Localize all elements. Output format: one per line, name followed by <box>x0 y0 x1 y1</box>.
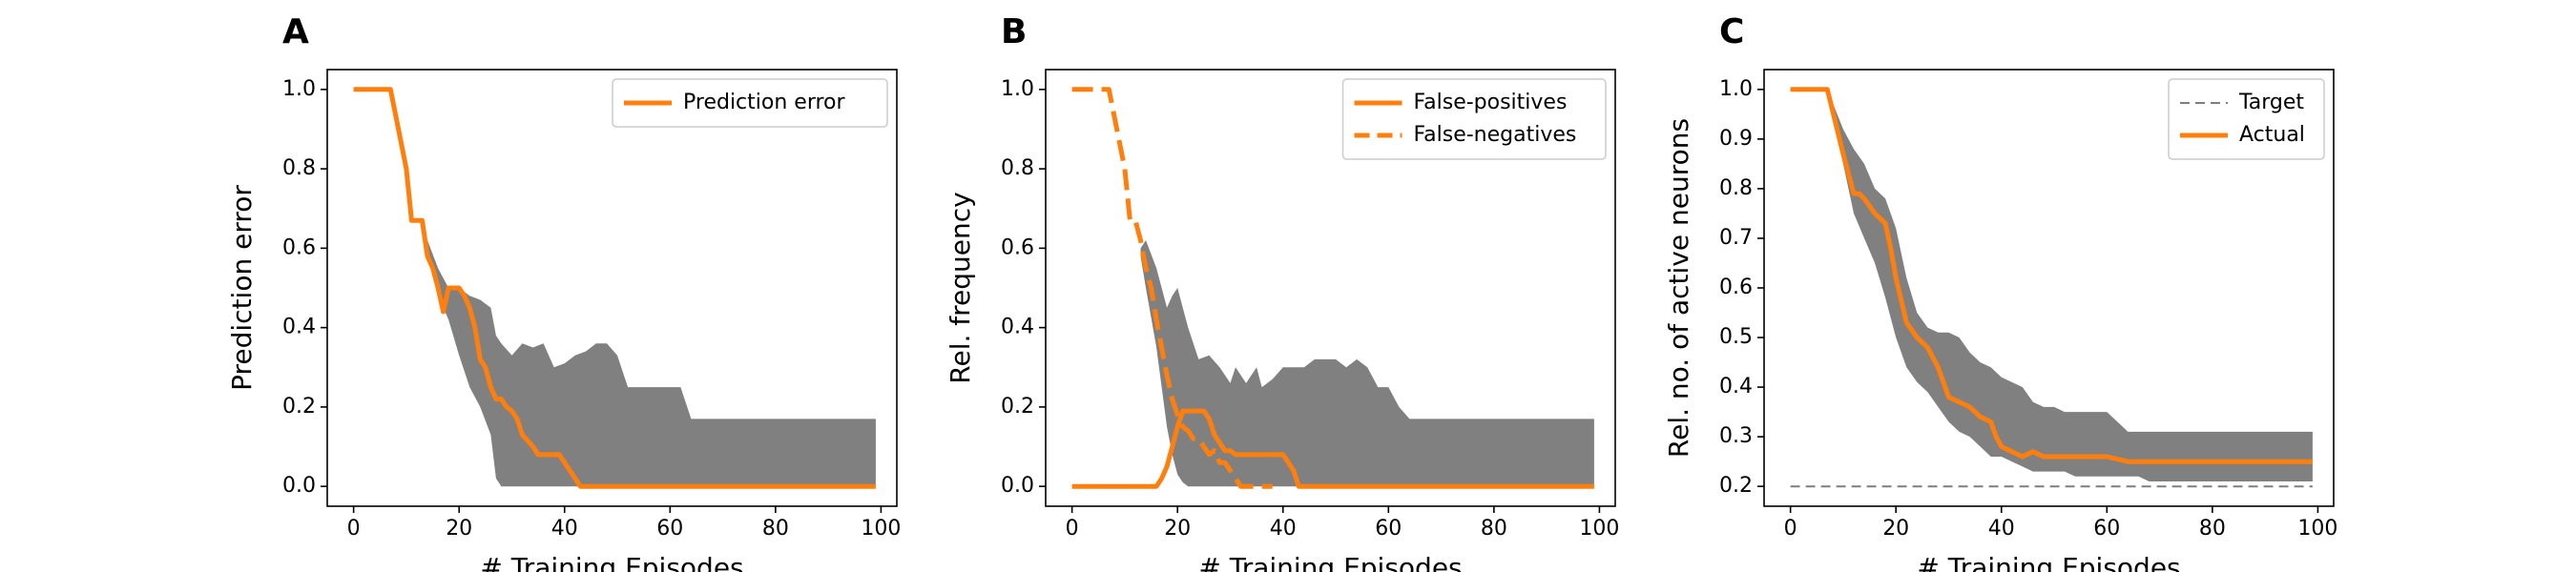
variance-band <box>427 240 876 487</box>
x-tick-label: 0 <box>347 517 361 541</box>
x-tick-label: 20 <box>446 517 472 541</box>
y-tick-label: 0.6 <box>1719 276 1753 299</box>
x-tick-label: 80 <box>1481 517 1507 541</box>
legend-label: Prediction error <box>683 91 845 114</box>
panel-b: B 0 20 40 60 80 100 0.0 0.2 0.4 0.6 0.8 1.0 # Trainin… <box>945 12 1619 572</box>
legend-box <box>2168 78 2325 160</box>
x-tick-label: 80 <box>762 517 789 541</box>
y-tick-label: 0.2 <box>1719 474 1753 498</box>
x-tick-label: 60 <box>2093 517 2120 541</box>
x-tick-label: 80 <box>2199 517 2226 541</box>
x-tick-label: 40 <box>1270 517 1297 541</box>
panel-letter: B <box>1001 12 1027 51</box>
y-axis-label: Rel. no. of active neurons <box>1663 118 1694 458</box>
legend-box <box>612 78 888 128</box>
x-tick-label: 40 <box>1988 517 2015 541</box>
x-tick-label: 60 <box>1375 517 1402 541</box>
y-tick-label: 0.0 <box>1001 474 1034 498</box>
y-tick-label: 0.0 <box>282 474 316 498</box>
series-line-false-negatives <box>1071 87 1273 489</box>
x-axis-label: # Training Episodes <box>1917 552 2180 572</box>
x-axis-label: # Training Episodes <box>480 552 743 572</box>
legend-box <box>1341 78 1607 160</box>
panel-a: A 0 20 40 60 80 100 0.0 0.2 0.4 0.6 0.8 1.0 # Trainin… <box>226 12 901 572</box>
axes-frame <box>1045 69 1616 507</box>
series-line-prediction-error <box>353 87 876 489</box>
y-tick-label: 0.6 <box>1001 235 1034 259</box>
y-tick-label: 0.2 <box>282 395 316 419</box>
y-tick-label: 0.6 <box>282 235 316 259</box>
x-tick-label: 100 <box>1579 517 1619 541</box>
y-tick-label: 0.4 <box>282 316 316 339</box>
x-tick-label: 0 <box>1066 517 1079 541</box>
x-axis-label: # Training Episodes <box>1198 552 1462 572</box>
series-line-false-positives <box>1071 408 1594 489</box>
legend-label: False-positives <box>1414 91 1568 114</box>
legend-label: Target <box>2238 91 2304 114</box>
y-tick-label: 0.3 <box>1719 424 1753 448</box>
y-tick-label: 1.0 <box>1719 77 1753 101</box>
x-tick-label: 60 <box>656 517 683 541</box>
panel-c: C 0 20 40 60 80 100 0.2 0.3 0.4 0.5 0.6 0.7 0.8 0.9 1.0… <box>1663 12 2337 572</box>
y-tick-label: 0.8 <box>1001 156 1034 180</box>
series-line-actual <box>1790 87 2313 464</box>
y-tick-label: 1.0 <box>1001 77 1034 101</box>
y-tick-label: 1.0 <box>282 77 316 101</box>
legend-label: False-negatives <box>1414 123 1577 147</box>
y-tick-label: 0.2 <box>1001 395 1034 419</box>
y-tick-label: 0.7 <box>1719 226 1753 250</box>
variance-band <box>1827 89 2313 482</box>
axes-frame <box>326 69 898 507</box>
x-tick-label: 20 <box>1882 517 1909 541</box>
y-tick-label: 0.8 <box>1719 176 1753 200</box>
y-tick-label: 0.9 <box>1719 127 1753 151</box>
y-tick-label: 0.5 <box>1719 325 1753 349</box>
y-tick-label: 0.4 <box>1001 316 1034 339</box>
y-tick-label: 0.4 <box>1719 375 1753 398</box>
y-axis-label: Prediction error <box>226 185 258 391</box>
x-tick-label: 100 <box>861 517 901 541</box>
x-tick-label: 20 <box>1164 517 1191 541</box>
variance-band <box>1140 240 1594 487</box>
x-tick-label: 0 <box>1784 517 1797 541</box>
y-axis-label: Rel. frequency <box>945 192 976 383</box>
y-tick-label: 0.8 <box>282 156 316 180</box>
x-tick-label: 40 <box>551 517 578 541</box>
legend-label: Actual <box>2239 123 2305 147</box>
panel-letter: C <box>1719 12 1744 51</box>
panel-letter: A <box>282 12 309 51</box>
x-tick-label: 100 <box>2297 517 2337 541</box>
